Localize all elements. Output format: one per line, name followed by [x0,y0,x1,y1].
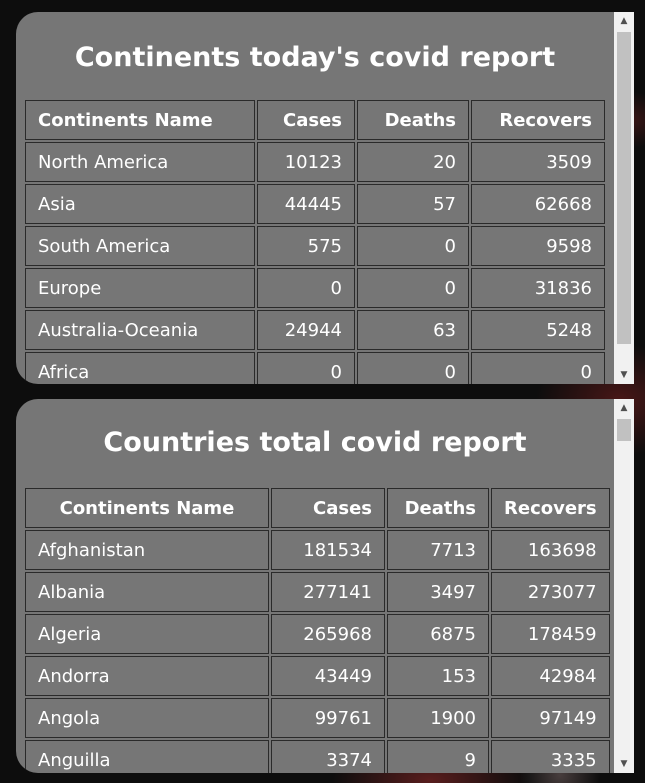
header-continent-name: Continents Name [25,100,255,140]
scroll-thumb[interactable] [617,32,631,344]
cell-name: Europe [25,268,255,308]
table-row: Angola 99761 1900 97149 [25,698,610,738]
table-row: Andorra 43449 153 42984 [25,656,610,696]
cell-recovers: 62668 [471,184,605,224]
cell-recovers: 273077 [491,572,610,612]
cell-recovers: 42984 [491,656,610,696]
table-row: South America 575 0 9598 [25,226,605,266]
cell-recovers: 9598 [471,226,605,266]
table-row: Europe 0 0 31836 [25,268,605,308]
continents-table: Continents Name Cases Deaths Recovers No… [23,98,607,384]
header-country-name: Continents Name [25,488,269,528]
cell-cases: 575 [257,226,355,266]
scroll-thumb[interactable] [617,419,631,441]
cell-recovers: 0 [471,352,605,384]
cell-name: Asia [25,184,255,224]
continents-report-title: Continents today's covid report [74,42,556,73]
cell-deaths: 0 [357,268,469,308]
scroll-up-arrow-icon[interactable]: ▲ [620,403,628,413]
cell-deaths: 63 [357,310,469,350]
cell-name: Africa [25,352,255,384]
table-row: Australia-Oceania 24944 63 5248 [25,310,605,350]
header-recovers: Recovers [491,488,610,528]
cell-recovers: 31836 [471,268,605,308]
cell-recovers: 97149 [491,698,610,738]
cell-cases: 10123 [257,142,355,182]
header-recovers: Recovers [471,100,605,140]
cell-cases: 265968 [271,614,385,654]
table-header-row: Continents Name Cases Deaths Recovers [25,100,605,140]
cell-deaths: 1900 [387,698,489,738]
cell-deaths: 9 [387,740,489,773]
cell-deaths: 0 [357,352,469,384]
cell-deaths: 0 [357,226,469,266]
cell-recovers: 5248 [471,310,605,350]
table-row: Albania 277141 3497 273077 [25,572,610,612]
cell-recovers: 3335 [491,740,610,773]
cell-cases: 44445 [257,184,355,224]
continents-report-content: Continents today's covid report Continen… [16,12,614,384]
cell-recovers: 3509 [471,142,605,182]
cell-cases: 0 [257,352,355,384]
header-cases: Cases [271,488,385,528]
cell-recovers: 178459 [491,614,610,654]
table-row: Afghanistan 181534 7713 163698 [25,530,610,570]
table-row: Algeria 265968 6875 178459 [25,614,610,654]
countries-report-panel[interactable]: Countries total covid report Continents … [16,399,634,773]
scroll-down-arrow-icon[interactable]: ▼ [620,370,628,380]
table-row: Anguilla 3374 9 3335 [25,740,610,773]
cell-name: Andorra [25,656,269,696]
scroll-up-arrow-icon[interactable]: ▲ [620,16,628,26]
continents-report-panel[interactable]: Continents today's covid report Continen… [16,12,634,384]
cell-deaths: 7713 [387,530,489,570]
cell-name: Afghanistan [25,530,269,570]
countries-report-content: Countries total covid report Continents … [16,399,614,773]
table-row: Asia 44445 57 62668 [25,184,605,224]
cell-cases: 181534 [271,530,385,570]
cell-name: South America [25,226,255,266]
cell-cases: 0 [257,268,355,308]
scroll-down-arrow-icon[interactable]: ▼ [620,759,628,769]
cell-cases: 277141 [271,572,385,612]
header-deaths: Deaths [387,488,489,528]
header-deaths: Deaths [357,100,469,140]
cell-cases: 24944 [257,310,355,350]
countries-scrollbar[interactable]: ▲ ▼ [614,399,634,773]
cell-deaths: 6875 [387,614,489,654]
table-header-row: Continents Name Cases Deaths Recovers [25,488,610,528]
header-cases: Cases [257,100,355,140]
cell-name: Albania [25,572,269,612]
continents-scrollbar[interactable]: ▲ ▼ [614,12,634,384]
cell-cases: 43449 [271,656,385,696]
cell-deaths: 20 [357,142,469,182]
cell-recovers: 163698 [491,530,610,570]
table-row: Africa 0 0 0 [25,352,605,384]
table-row: North America 10123 20 3509 [25,142,605,182]
cell-deaths: 57 [357,184,469,224]
cell-name: Algeria [25,614,269,654]
cell-deaths: 3497 [387,572,489,612]
cell-cases: 99761 [271,698,385,738]
cell-name: Australia-Oceania [25,310,255,350]
countries-report-title: Countries total covid report [103,427,527,458]
cell-cases: 3374 [271,740,385,773]
cell-name: Angola [25,698,269,738]
countries-table: Continents Name Cases Deaths Recovers Af… [23,486,612,773]
cell-name: North America [25,142,255,182]
cell-deaths: 153 [387,656,489,696]
cell-name: Anguilla [25,740,269,773]
